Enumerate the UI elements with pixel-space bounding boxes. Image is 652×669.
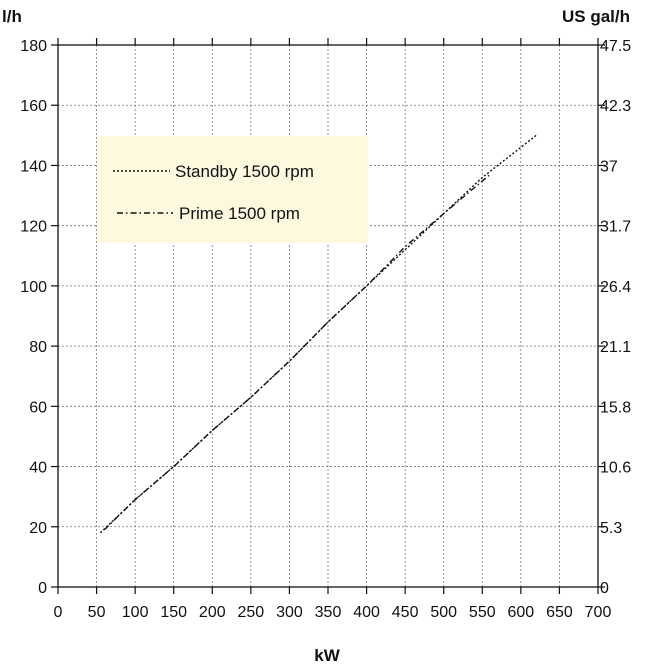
x-axis-label: kW <box>314 646 340 665</box>
y-right-tick-label: 31.7 <box>600 219 631 236</box>
x-tick-label: 700 <box>585 604 612 621</box>
x-tick-label: 50 <box>88 604 106 621</box>
plot-frame <box>57 44 599 588</box>
y-left-tick-label: 20 <box>29 520 47 537</box>
legend-label-prime: Prime 1500 rpm <box>179 204 300 223</box>
y-right-unit-label: US gal/h <box>562 7 630 26</box>
y-left-tick-label: 140 <box>20 158 47 175</box>
x-tick-label: 600 <box>508 604 535 621</box>
y-left-tick-label: 100 <box>20 279 47 296</box>
x-tick-label: 200 <box>199 604 226 621</box>
y-left-tick-label: 60 <box>29 399 47 416</box>
y-right-tick-label: 42.3 <box>600 98 631 115</box>
legend-box <box>98 136 368 243</box>
y-right-tick-label: 5.3 <box>600 520 622 537</box>
y-right-tick-label: 0 <box>600 580 609 597</box>
x-tick-label: 450 <box>392 604 419 621</box>
x-tick-label: 100 <box>122 604 149 621</box>
tick-labels: 0 50 100 150 200 250 300 350 400 450 500 550 600 650 7… <box>20 38 631 621</box>
x-tick-label: 300 <box>276 604 303 621</box>
y-right-tick-label: 47.5 <box>600 38 631 55</box>
y-right-tick-label: 15.8 <box>600 399 631 416</box>
x-tick-label: 350 <box>315 604 342 621</box>
y-right-tick-label: 21.1 <box>600 339 631 356</box>
x-tick-label: 650 <box>546 604 573 621</box>
legend: Standby 1500 rpm Prime 1500 rpm <box>113 162 314 223</box>
y-left-tick-label: 180 <box>20 38 47 55</box>
y-left-tick-label: 120 <box>20 219 47 236</box>
y-left-tick-label: 160 <box>20 98 47 115</box>
series-lines <box>99 134 537 534</box>
y-right-tick-label: 37 <box>600 158 618 175</box>
y-left-unit-label: l/h <box>2 7 22 26</box>
y-left-tick-label: 0 <box>38 580 47 597</box>
series-line-prime <box>103 173 491 531</box>
y-right-tick-label: 26.4 <box>600 279 631 296</box>
y-left-tick-label: 80 <box>29 339 47 356</box>
x-tick-label: 250 <box>238 604 265 621</box>
x-tick-label: 500 <box>430 604 457 621</box>
y-right-tick-label: 10.6 <box>600 460 631 477</box>
x-tick-label: 550 <box>469 604 496 621</box>
x-tick-label: 0 <box>54 604 63 621</box>
x-tick-label: 400 <box>353 604 380 621</box>
axes <box>51 38 605 594</box>
x-tick-label: 150 <box>160 604 187 621</box>
y-left-tick-label: 40 <box>29 460 47 477</box>
legend-label-standby: Standby 1500 rpm <box>175 162 314 181</box>
